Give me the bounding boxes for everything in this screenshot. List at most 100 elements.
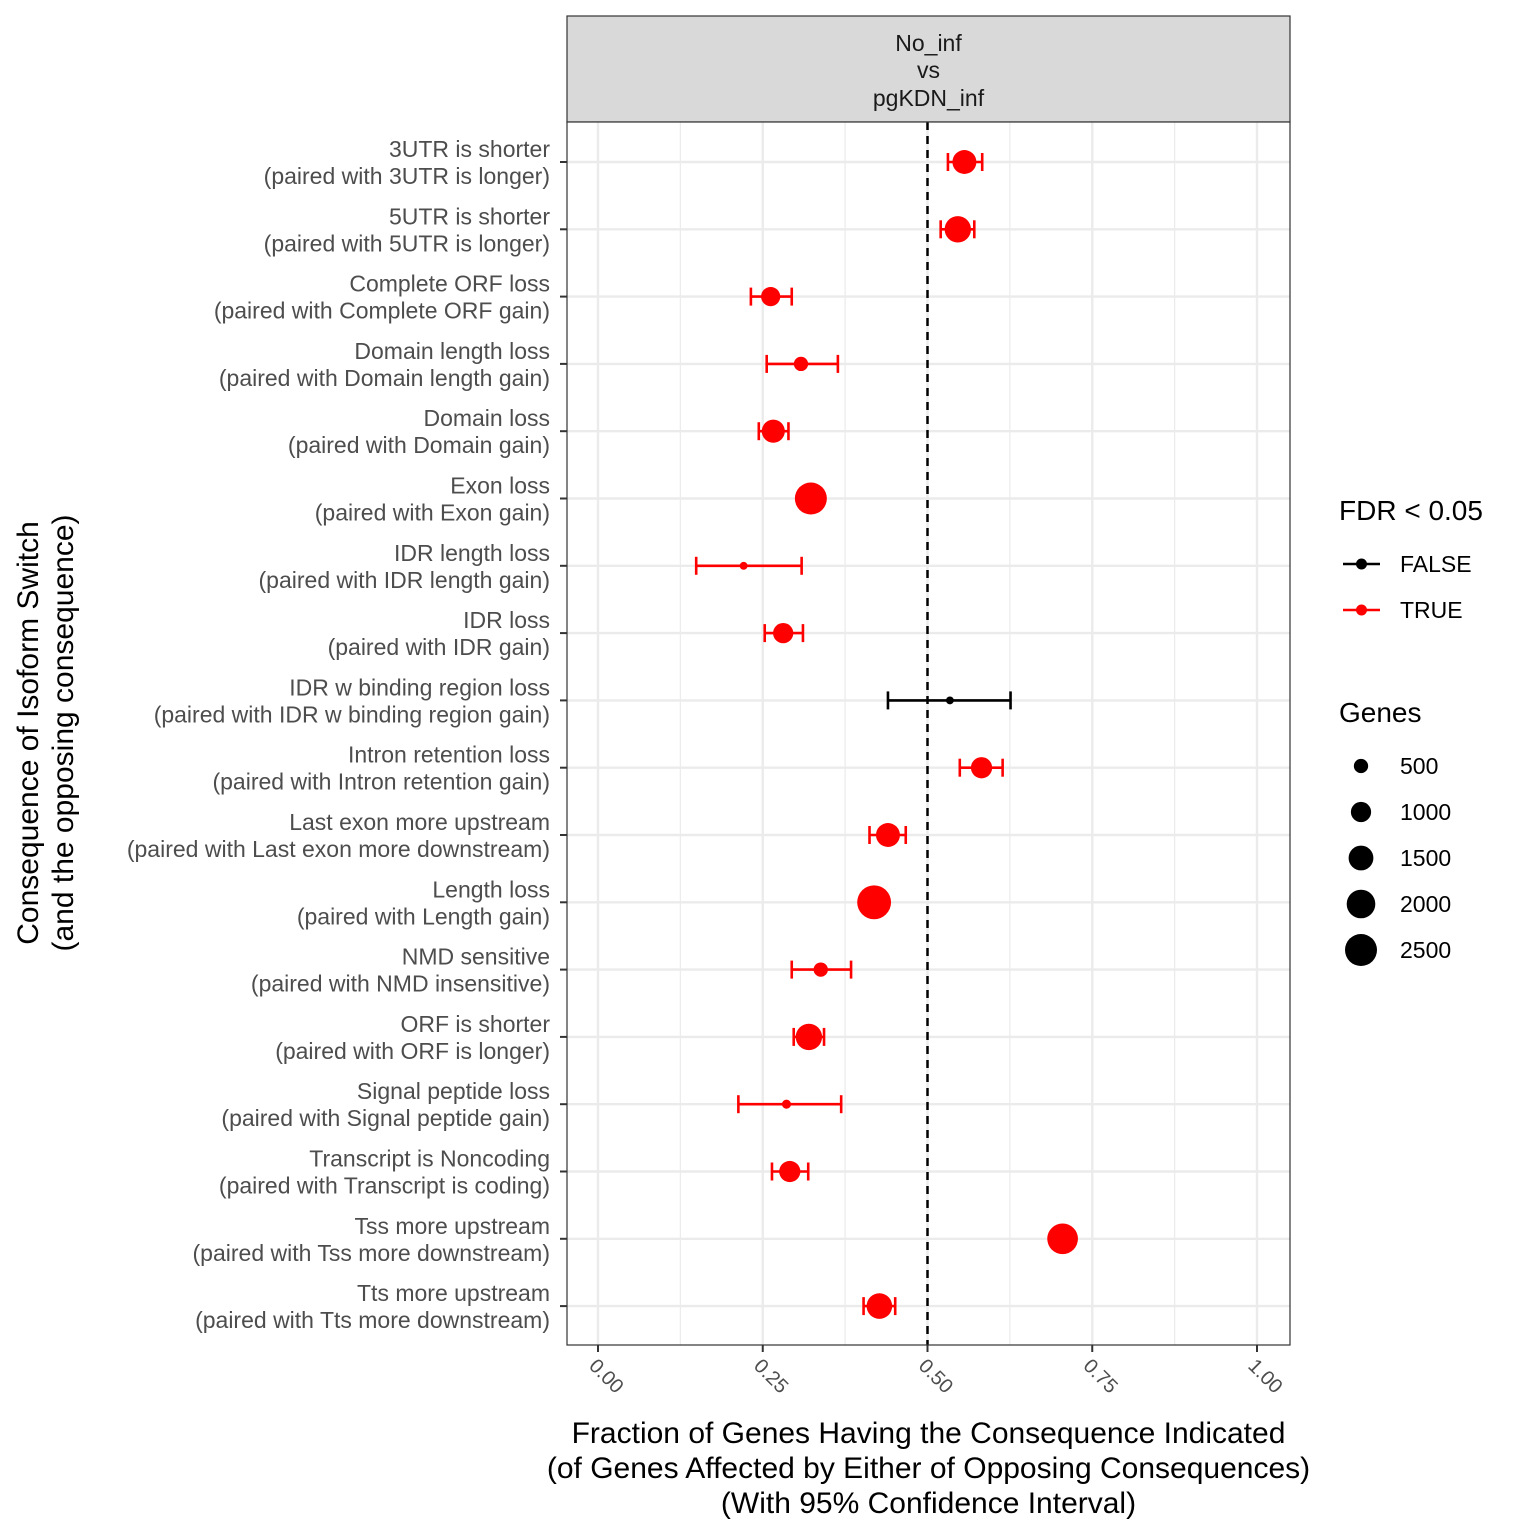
x-axis-title-line-3: (With 95% Confidence Interval): [721, 1487, 1136, 1520]
data-point: [970, 757, 993, 779]
y-tick-label-primary: Domain length loss: [354, 338, 550, 364]
x-axis-title-line-2: (of Genes Affected by Either of Opposing…: [547, 1452, 1310, 1485]
y-tick-label-secondary: (paired with Exon gain): [315, 500, 550, 526]
data-point-group: [939, 216, 976, 243]
x-tick-label: 1.00: [1243, 1355, 1286, 1398]
data-point-group: [765, 354, 840, 373]
y-axis-title-line-2: (and the opposing consequence): [47, 515, 80, 952]
y-tick-label-primary: Exon loss: [450, 473, 550, 499]
data-point: [945, 696, 954, 705]
y-tick-label-primary: Length loss: [432, 876, 550, 902]
y-tick-label-primary: IDR w binding region loss: [289, 674, 550, 700]
data-point-group: [792, 1023, 826, 1051]
y-tick-label-secondary: (paired with ORF is longer): [275, 1038, 550, 1064]
x-tick-label: 0.00: [584, 1355, 627, 1398]
data-point-group: [857, 885, 892, 920]
data-point-group: [790, 960, 853, 979]
data-point-group: [694, 556, 803, 575]
data-point-group: [763, 622, 805, 644]
x-tick-label: 0.25: [749, 1355, 792, 1398]
legend-size-label: 2000: [1400, 891, 1451, 917]
y-tick-label-secondary: (paired with IDR w binding region gain): [154, 701, 550, 727]
data-point-group: [886, 691, 1012, 710]
y-tick-label-secondary: (paired with Domain length gain): [219, 365, 550, 391]
data-point: [795, 1023, 823, 1051]
y-tick-label-primary: IDR length loss: [394, 540, 550, 566]
legend-size: 500 1000 1500 2000 2500: [1345, 753, 1451, 966]
data-point: [875, 823, 900, 847]
y-tick-label-secondary: (paired with Domain gain): [288, 432, 550, 458]
legend-size-label: 500: [1400, 753, 1438, 779]
legend-size-title: Genes: [1339, 697, 1422, 728]
legend-key-point: [1356, 604, 1367, 616]
data-marks: [694, 150, 1078, 1319]
data-point: [761, 419, 785, 443]
data-point-group: [862, 1293, 897, 1319]
data-point: [857, 885, 892, 920]
data-point-group: [749, 287, 794, 307]
legend-size-label: 2500: [1400, 937, 1451, 963]
legend-color: FALSE TRUE: [1343, 551, 1472, 623]
y-tick-label-primary: Transcript is Noncoding: [309, 1146, 550, 1172]
data-point-group: [737, 1095, 843, 1114]
x-tick-label: 0.50: [914, 1355, 957, 1398]
y-tick-label-primary: Last exon more upstream: [289, 809, 550, 835]
y-tick-label-primary: 3UTR is shorter: [389, 136, 550, 162]
legend-size-key: [1348, 845, 1374, 871]
y-tick-label-primary: NMD sensitive: [402, 944, 550, 970]
y-tick-label-primary: IDR loss: [463, 607, 550, 633]
y-tick-label-secondary: (paired with 3UTR is longer): [264, 163, 550, 189]
y-tick-label-primary: Tts more upstream: [357, 1280, 550, 1306]
y-tick-label-secondary: (paired with Last exon more downstream): [127, 836, 550, 862]
data-point-group: [958, 757, 1004, 779]
legend-size-label: 1000: [1400, 799, 1451, 825]
data-point: [793, 356, 809, 372]
strip-label-line-3: pgKDN_inf: [873, 85, 985, 111]
y-tick-label-secondary: (paired with Complete ORF gain): [214, 298, 550, 324]
legend-size-key: [1345, 934, 1377, 966]
y-tick-label-secondary: (paired with Intron retention gain): [212, 769, 550, 795]
y-tick-label-primary: Signal peptide loss: [357, 1078, 550, 1104]
y-tick-label-primary: Complete ORF loss: [349, 271, 550, 297]
y-tick-label-secondary: (paired with Transcript is coding): [219, 1173, 550, 1199]
y-tick-label-secondary: (paired with Tss more downstream): [193, 1240, 550, 1266]
data-point-group: [757, 419, 790, 443]
y-tick-label-secondary: (paired with Signal peptide gain): [221, 1105, 550, 1131]
data-point: [866, 1293, 893, 1319]
data-point: [952, 150, 977, 174]
legend-color-label: FALSE: [1400, 551, 1472, 577]
y-tick-label-secondary: (paired with IDR gain): [328, 634, 550, 660]
data-point-group: [770, 1160, 810, 1183]
legend-key-point: [1356, 558, 1367, 570]
x-axis-title-line-1: Fraction of Genes Having the Consequence…: [572, 1417, 1286, 1450]
data-point: [779, 1160, 801, 1183]
x-axis: 0.00 0.25 0.50 0.75 1.00: [584, 1345, 1287, 1398]
data-point: [781, 1099, 791, 1109]
y-tick-label-secondary: (paired with IDR length gain): [259, 567, 550, 593]
y-tick-label-secondary: (paired with 5UTR is longer): [264, 230, 550, 256]
data-point: [944, 216, 972, 243]
y-tick-label-secondary: (paired with Tts more downstream): [195, 1307, 550, 1333]
strip-label-line-2: vs: [917, 57, 940, 83]
data-point: [813, 962, 828, 977]
data-point: [794, 482, 827, 515]
legend-color-title: FDR < 0.05: [1339, 495, 1483, 526]
y-tick-label-primary: 5UTR is shorter: [389, 203, 550, 229]
x-tick-label: 0.75: [1079, 1355, 1122, 1398]
y-tick-label-primary: Intron retention loss: [348, 742, 550, 768]
strip-background: [566, 15, 1291, 123]
data-point: [761, 287, 781, 307]
data-point: [1047, 1223, 1078, 1255]
y-tick-label-secondary: (paired with Length gain): [297, 903, 550, 929]
y-tick-label-primary: Domain loss: [423, 405, 550, 431]
data-point-group: [794, 482, 827, 515]
legend-color-label: TRUE: [1400, 597, 1463, 623]
y-axis-title-line-1: Consequence of Isoform Switch: [12, 521, 45, 945]
data-point: [739, 561, 748, 570]
y-tick-label-secondary: (paired with NMD insensitive): [251, 971, 550, 997]
legend-size-label: 1500: [1400, 845, 1451, 871]
data-point-group: [868, 823, 908, 847]
legend-size-key: [1350, 801, 1372, 823]
legend-size-key: [1346, 889, 1376, 919]
